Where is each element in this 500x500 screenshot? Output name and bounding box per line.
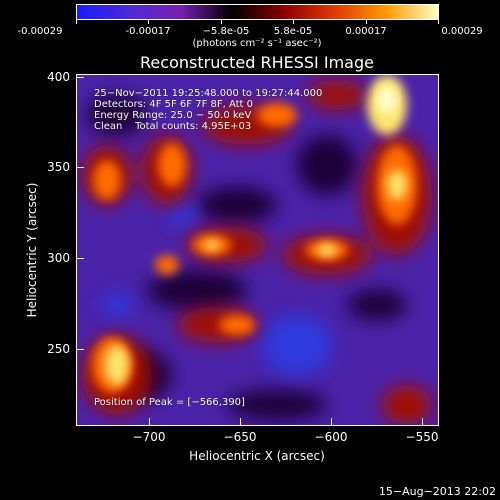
colorbar-tick [148,20,149,24]
solar-image-plot [76,74,439,426]
y-tick-label: 350 [47,160,70,174]
colorbar-tick-label: −5.8e-05 [202,26,250,37]
x-tick-mark [240,418,241,426]
colorbar-tick-label: -0.00029 [17,26,63,37]
colorbar-unit-label: (photons cm⁻² s⁻¹ asec⁻²) [192,38,322,49]
y-tick-mark [76,77,84,78]
y-tick-mark [76,258,84,259]
y-axis-title: Heliocentric Y (arcsec) [25,182,39,318]
peak-position-text: Position of Peak = [−566,390] [94,397,245,408]
colorbar [76,4,439,20]
colorbar-tick-label: 5.8e-05 [273,26,313,37]
x-tick-label: −700 [132,430,166,444]
colorbar-tick [366,20,367,24]
y-tick-label: 400 [47,70,70,84]
y-tick-mark [76,167,84,168]
colorbar-tick [438,20,439,24]
x-tick-mark [149,418,150,426]
image-title: Reconstructed RHESSI Image [140,53,374,72]
colorbar-tick [221,20,222,24]
x-tick-label: −650 [223,430,257,444]
method-counts-text: Clean Total counts: 4.95E+03 [94,121,252,132]
x-tick-label: −600 [314,430,348,444]
colorbar-tick-label: 0.00017 [345,26,387,37]
colorbar-tick-label: -0.00017 [125,26,171,37]
reconstructed-image [77,75,438,425]
generation-timestamp: 15−Aug−2013 22:02 [378,485,496,498]
x-tick-label: −550 [405,430,439,444]
x-axis-title: Heliocentric X (arcsec) [189,449,325,463]
y-tick-label: 250 [47,342,70,356]
y-tick-label: 300 [47,251,70,265]
colorbar-tick [293,20,294,24]
colorbar-tick [76,20,77,24]
detectors-text: Detectors: 4F 5F 6F 7F 8F, Att 0 [94,99,254,110]
x-tick-mark [331,418,332,426]
y-tick-mark [76,349,84,350]
colorbar-tick-label: 0.00029 [441,26,483,37]
time-range-text: 25−Nov−2011 19:25:48.000 to 19:27:44.000 [94,88,323,99]
energy-range-text: Energy Range: 25.0 − 50.0 keV [94,110,252,121]
x-tick-mark [422,418,423,426]
